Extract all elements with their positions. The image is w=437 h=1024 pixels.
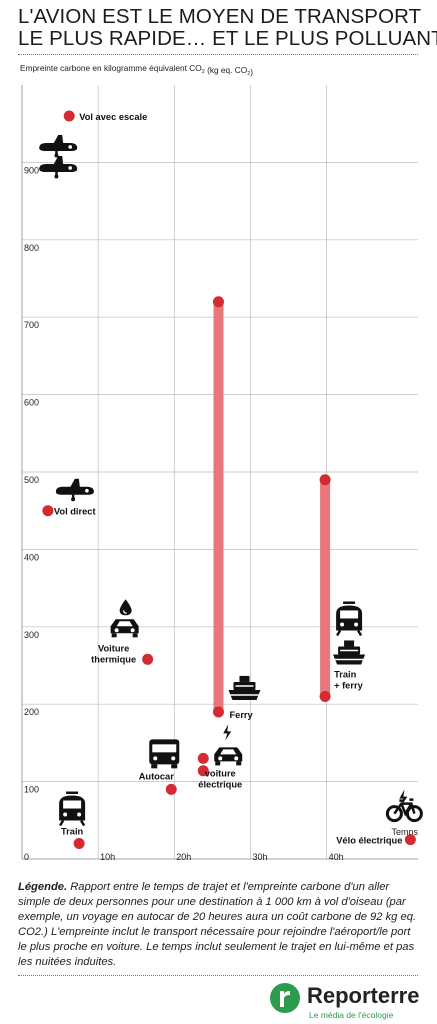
x-tick-label: 30h [252,852,267,862]
title-line-1: L'AVION EST LE MOYEN DE TRANSPORT [18,5,422,28]
carbon-vs-time-chart: Empreinte carbone en kilogramme équivale… [20,63,423,862]
x-tick-label: 20h [176,852,191,862]
footer-divider [18,975,418,976]
voiture-thermique-label: Voiture thermique [91,643,136,664]
voiture-electrique-label: voiture électrique [198,768,242,789]
velo-electrique-point [404,834,416,846]
ship-icon [228,675,261,700]
ship-icon [333,640,366,665]
y-axis-label: Empreinte carbone en kilogramme équivale… [20,63,253,77]
plane-icon [39,134,78,158]
autocar-point [165,783,177,795]
plane-icon [39,155,78,179]
vol-direct-point [42,505,54,517]
voiture-electrique-point [197,752,209,764]
train-ferry-max-point [319,474,331,486]
y-tick-label: 800 [24,243,39,253]
car-icon [214,747,243,766]
bike-icon [385,798,423,823]
vol-avec-escale-label: Vol avec escale [79,112,147,122]
x-tick-label: 0 [24,852,29,862]
legend-text: Rapport entre le temps de trajet et l'em… [18,881,417,968]
train-ferry-range-bar [320,479,331,697]
ferry-max-point [212,296,224,308]
train-point [73,838,85,850]
x-tick-label: 10h [100,852,115,862]
velo-electrique-label: Vélo électrique [336,836,402,846]
y-tick-label: 600 [24,398,39,408]
bus-icon [149,739,180,769]
chart-title: L'AVION EST LE MOYEN DE TRANSPORT LE PLU… [18,5,437,50]
vol-direct-label: Vol direct [54,507,96,517]
train-ferry-label: Train + ferry [334,669,364,690]
legend-note: Légende. Rapport entre le temps de traje… [18,880,420,970]
brand-tagline: Le média de l'écologie [309,1010,394,1020]
legend-label: Légende. [18,881,68,893]
y-tick-label: 200 [24,707,39,717]
drop-icon [119,599,132,616]
reporterre-brand[interactable]: Reporterre Le média de l'écologie [270,983,430,1023]
voiture-electrique-point-2 [197,765,209,777]
y-tick-label: 700 [24,320,39,330]
y-tick-label: 300 [24,630,39,640]
plane-icon [55,478,94,502]
ferry-range-bar [213,301,224,712]
title-divider [18,54,418,55]
car-icon [110,619,139,638]
vol-avec-escale-point [63,110,75,122]
ferry-label: Ferry [229,710,253,720]
bolt-icon [399,789,408,806]
train-icon [336,601,363,637]
train-icon [59,791,86,827]
bolt-icon [223,724,232,741]
y-tick-label: 100 [24,785,39,795]
voiture-thermique-point [142,653,154,665]
x-axis-label: Temps [391,827,418,837]
y-tick-label: 500 [24,475,39,485]
reporterre-logo-icon [270,983,300,1013]
train-ferry-point [319,690,331,702]
autocar-label: Autocar [139,771,175,781]
x-tick-label: 40h [329,852,344,862]
title-line-2: LE PLUS RAPIDE… ET LE PLUS POLLUANT [18,27,437,50]
ferry-point [212,706,224,718]
y-tick-label: 400 [24,552,39,562]
brand-name: Reporterre [307,983,420,1008]
train-label: Train [61,827,84,837]
y-tick-label: 900 [24,165,39,175]
